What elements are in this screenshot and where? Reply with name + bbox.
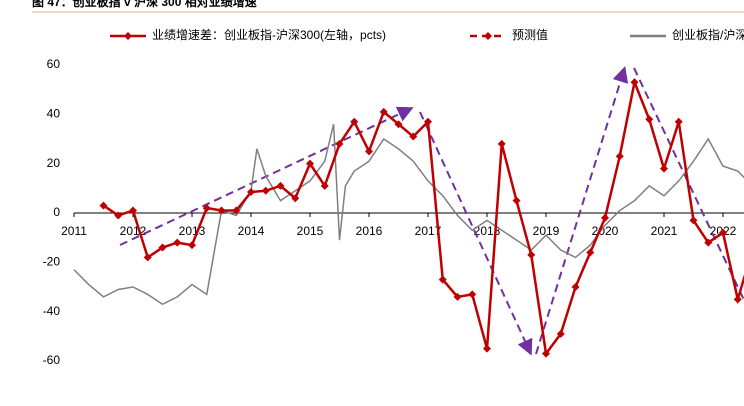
data-point	[276, 181, 285, 190]
trend-arrow	[419, 111, 533, 356]
x-tick-label: 2016	[356, 224, 383, 238]
plot-area	[73, 66, 744, 358]
x-tick-label: 2019	[533, 224, 560, 238]
data-point	[261, 186, 270, 195]
data-point	[704, 238, 713, 247]
x-tick-label: 2015	[297, 224, 324, 238]
x-tick-label: 2013	[179, 224, 206, 238]
y-tick-label: -60	[43, 353, 61, 367]
data-point	[689, 216, 698, 225]
index-line	[73, 124, 744, 306]
data-point	[645, 115, 654, 124]
data-point	[291, 194, 300, 203]
chart-title: 图 47：创业板指 v 沪深 300 相对业绩增速	[32, 0, 257, 9]
legend-label: 预测值	[512, 27, 548, 42]
data-point	[202, 204, 211, 213]
data-point	[306, 159, 314, 168]
x-tick-label: 2021	[651, 224, 678, 238]
y-tick-label: -40	[43, 304, 61, 318]
x-tick-label: 2018	[474, 224, 501, 238]
data-point	[660, 164, 668, 173]
data-point	[365, 147, 373, 156]
data-point	[527, 250, 536, 259]
data-point	[394, 120, 403, 129]
data-point	[733, 295, 742, 304]
data-point	[129, 206, 137, 215]
y-tick-label: -20	[43, 255, 61, 269]
data-point	[379, 107, 388, 116]
legend-label: 业绩增速差：创业板指-沪深300(左轴，pcts)	[152, 27, 386, 42]
data-point	[173, 238, 182, 247]
y-tick-label: 20	[47, 156, 61, 170]
data-point	[483, 344, 491, 353]
x-tick-label: 2012	[120, 224, 147, 238]
legend-label: 创业板指/沪深300	[672, 27, 744, 42]
trend-arrows	[119, 66, 744, 356]
data-point	[232, 206, 241, 215]
data-point	[409, 132, 418, 141]
data-point	[453, 292, 462, 301]
y-tick-label: 60	[47, 57, 61, 71]
data-point	[217, 206, 226, 215]
data-point	[143, 253, 152, 262]
legend-marker	[124, 32, 132, 40]
legend: 业绩增速差：创业板指-沪深300(左轴，pcts) 预测值 创业板指/沪深300	[110, 27, 744, 42]
x-tick-label: 2014	[238, 224, 265, 238]
data-point	[468, 290, 477, 299]
data-point	[320, 181, 329, 190]
legend-marker	[484, 32, 492, 40]
data-point	[630, 78, 639, 87]
data-point	[99, 201, 108, 210]
data-point	[424, 117, 432, 126]
data-point	[350, 117, 359, 126]
trend-arrow	[119, 106, 414, 246]
data-point	[438, 275, 447, 284]
data-point	[497, 139, 506, 148]
axes: 60 40 20 0 -20 -40 -60 2011 2012 2013 2014 2015 2016…	[43, 57, 744, 367]
trend-arrow	[535, 66, 629, 355]
data-point	[542, 349, 550, 358]
data-point	[158, 243, 167, 252]
data-point	[247, 188, 255, 197]
data-point	[571, 283, 580, 291]
data-point	[335, 139, 344, 148]
data-line	[102, 77, 744, 357]
data-point	[674, 117, 683, 126]
data-point	[512, 196, 521, 205]
y-tick-label: 40	[47, 107, 61, 121]
data-point	[719, 228, 727, 237]
data-point	[188, 241, 196, 250]
data-point	[556, 329, 565, 338]
y-tick-label: 0	[53, 205, 60, 219]
data-point	[615, 152, 624, 161]
trend-arrow	[633, 67, 744, 301]
x-tick-label: 2017	[415, 224, 442, 238]
data-point	[586, 248, 595, 257]
x-tick-label: 2011	[61, 224, 87, 238]
data-point	[114, 211, 123, 220]
data-point	[601, 213, 609, 222]
